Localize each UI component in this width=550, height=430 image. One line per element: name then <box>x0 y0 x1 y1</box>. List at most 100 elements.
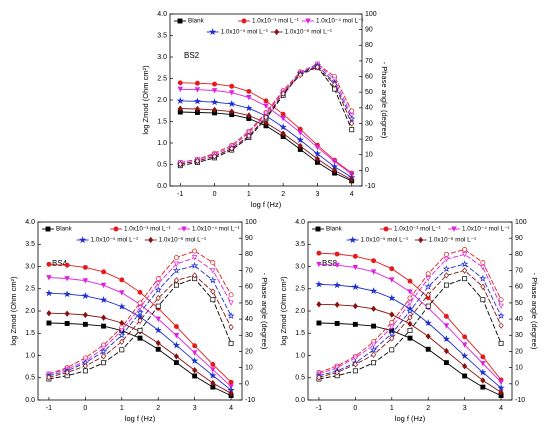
marker <box>407 295 413 301</box>
marker <box>64 310 70 317</box>
marker <box>305 18 311 24</box>
marker <box>101 353 107 360</box>
marker <box>82 362 88 370</box>
marker <box>212 106 218 114</box>
x-tick-label: 1 <box>390 405 394 412</box>
y-tick-label: 0.5 <box>157 161 167 168</box>
annotation: BS2 <box>184 51 200 60</box>
marker <box>349 127 355 133</box>
marker <box>479 274 487 282</box>
marker <box>443 347 449 355</box>
marker <box>297 130 303 136</box>
marker <box>181 226 187 232</box>
y2-tick-label: 70 <box>515 267 523 274</box>
marker <box>349 176 355 183</box>
marker <box>176 97 184 104</box>
x-axis-label: log f (Hz) <box>251 200 282 209</box>
legend-label: 1.0x10⁻⁵ mol L⁻¹ <box>221 29 268 36</box>
y2-tick-label: 90 <box>245 235 253 242</box>
y2-tick-label: 60 <box>245 284 253 291</box>
marker <box>119 290 125 296</box>
y-tick-label: 1.0 <box>295 352 305 359</box>
y2-tick-label: 10 <box>365 152 373 159</box>
marker <box>100 282 107 289</box>
marker <box>332 167 338 174</box>
marker <box>119 327 125 334</box>
marker <box>443 323 450 329</box>
marker <box>443 256 450 263</box>
phase-line <box>318 270 502 378</box>
impedance-line <box>318 322 502 397</box>
marker <box>173 333 180 339</box>
y-tick-label: 2.5 <box>157 75 167 82</box>
marker <box>297 71 303 79</box>
marker <box>82 278 89 284</box>
marker <box>228 324 234 331</box>
marker <box>46 310 52 317</box>
marker <box>212 153 218 160</box>
y2-tick-label: 40 <box>515 316 523 323</box>
marker <box>155 276 161 282</box>
marker <box>332 81 338 88</box>
marker <box>82 311 88 319</box>
y-axis-label: log Zmod (Ohm cm²) <box>9 276 18 346</box>
x-tick-label: 2 <box>281 191 285 198</box>
x-tick-label: -1 <box>46 405 52 412</box>
marker <box>148 236 154 244</box>
marker <box>383 226 389 232</box>
marker <box>194 87 201 93</box>
marker <box>371 351 377 358</box>
marker <box>442 265 451 273</box>
marker <box>418 236 424 244</box>
y2-tick-label: 80 <box>245 251 253 258</box>
legend-label: Blank <box>56 226 73 233</box>
x-tick-label: 0 <box>83 405 87 412</box>
marker <box>480 260 486 265</box>
marker <box>314 155 320 163</box>
y2-tick-label: -10 <box>245 397 255 404</box>
marker <box>407 278 413 284</box>
marker <box>211 88 218 94</box>
marker <box>210 379 216 387</box>
marker <box>480 361 486 367</box>
x-tick-label: 3 <box>193 405 197 412</box>
marker <box>480 283 486 290</box>
x-tick-label: -1 <box>177 191 183 198</box>
x-axis-label: log f (Hz) <box>395 414 426 423</box>
marker <box>119 338 125 345</box>
marker <box>280 111 286 117</box>
marker <box>246 88 252 94</box>
marker <box>191 255 198 261</box>
marker <box>443 272 449 279</box>
marker <box>462 334 468 340</box>
marker <box>371 323 377 329</box>
marker <box>263 98 269 104</box>
marker <box>101 269 107 275</box>
y-tick-label: 2.0 <box>157 97 167 104</box>
marker <box>246 132 252 140</box>
x-tick-label: 0 <box>213 191 217 198</box>
marker <box>498 303 504 310</box>
marker <box>173 324 179 330</box>
marker <box>371 258 377 264</box>
marker <box>443 251 449 257</box>
marker <box>228 390 234 397</box>
legend-label: 1.0x10⁻⁴ mol L⁻¹ <box>316 18 364 25</box>
marker <box>388 329 396 337</box>
x-tick-label: 3 <box>315 191 319 198</box>
marker <box>64 369 70 376</box>
y-axis-label: log Zmod (Ohm cm²) <box>141 65 150 135</box>
marker <box>316 320 322 326</box>
marker <box>119 277 125 283</box>
marker <box>194 80 200 86</box>
marker <box>155 339 161 347</box>
marker <box>82 368 88 374</box>
marker <box>64 276 70 282</box>
marker <box>406 307 414 315</box>
marker <box>315 226 321 232</box>
marker <box>46 320 52 326</box>
y2-tick-label: 100 <box>515 219 527 226</box>
y-tick-label: 3.5 <box>157 32 167 39</box>
y2-tick-label: 20 <box>245 348 253 355</box>
marker <box>210 361 216 367</box>
